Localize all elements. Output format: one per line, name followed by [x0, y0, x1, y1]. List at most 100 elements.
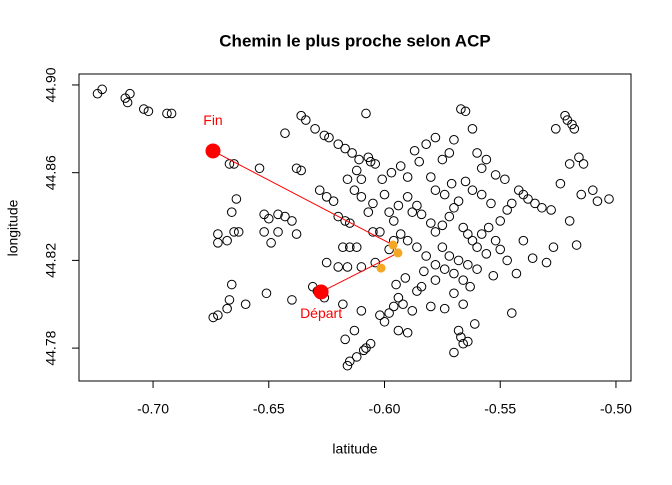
point	[588, 185, 598, 196]
point	[319, 130, 330, 141]
point	[488, 270, 499, 281]
point	[476, 163, 487, 174]
point	[490, 235, 501, 246]
point	[460, 106, 471, 117]
point	[340, 216, 350, 226]
point	[481, 249, 492, 259]
point	[213, 229, 223, 239]
point	[400, 273, 411, 283]
point	[550, 124, 561, 134]
point	[363, 207, 374, 217]
point	[261, 288, 272, 299]
point	[518, 235, 529, 246]
point	[365, 156, 376, 167]
point	[502, 205, 512, 215]
point	[391, 279, 401, 290]
point	[321, 192, 332, 202]
point	[402, 327, 413, 338]
point	[226, 279, 237, 290]
point	[333, 139, 344, 149]
point	[363, 152, 374, 163]
point	[425, 218, 436, 228]
point	[416, 209, 427, 220]
point	[333, 262, 344, 272]
point	[379, 316, 390, 327]
point	[421, 139, 431, 149]
point	[414, 156, 425, 167]
point	[449, 134, 459, 145]
point	[412, 242, 422, 253]
point	[208, 312, 219, 323]
point	[567, 119, 577, 130]
point	[143, 106, 154, 117]
point	[476, 229, 487, 239]
point	[344, 218, 355, 228]
point	[166, 108, 177, 119]
point	[453, 196, 464, 206]
point	[328, 196, 339, 206]
point	[439, 264, 450, 274]
annotation: Fin	[203, 112, 222, 128]
point	[449, 347, 459, 358]
point	[495, 216, 506, 226]
highlight-point	[388, 240, 398, 250]
point	[576, 189, 587, 200]
point	[349, 185, 360, 196]
point	[453, 325, 464, 336]
point	[344, 242, 355, 253]
point	[213, 310, 223, 321]
point	[273, 209, 283, 220]
point	[226, 207, 237, 217]
point	[495, 244, 506, 255]
point	[314, 185, 325, 196]
point	[162, 108, 172, 119]
point	[301, 115, 311, 125]
point	[388, 301, 399, 312]
point	[444, 251, 455, 261]
point	[449, 268, 459, 279]
highlight-point	[205, 143, 221, 159]
point	[467, 185, 478, 196]
x-tick-label: -0.65	[253, 401, 285, 417]
point	[231, 194, 242, 204]
y-tick-label: 44.82	[43, 243, 59, 278]
point	[384, 207, 394, 217]
point	[324, 132, 334, 143]
point	[384, 308, 394, 318]
point	[430, 185, 441, 196]
point	[338, 242, 348, 253]
point	[263, 213, 274, 224]
point	[240, 299, 251, 310]
point	[467, 124, 478, 134]
point	[472, 242, 482, 253]
point	[467, 235, 478, 246]
plot-box	[78, 73, 632, 382]
point	[97, 84, 107, 95]
point	[280, 211, 290, 222]
point	[449, 202, 459, 213]
point	[425, 172, 436, 182]
point	[375, 227, 385, 237]
point	[356, 192, 367, 202]
point	[472, 264, 482, 274]
point	[439, 303, 450, 314]
point	[365, 338, 376, 349]
point	[437, 242, 448, 253]
point	[541, 257, 552, 268]
point	[523, 194, 533, 204]
point	[402, 235, 413, 246]
point	[456, 104, 466, 114]
point	[463, 336, 473, 347]
point	[458, 338, 469, 349]
point	[224, 295, 235, 305]
point	[444, 148, 455, 158]
highlight-point	[313, 284, 329, 300]
point	[571, 240, 582, 250]
point	[379, 189, 390, 200]
point	[483, 222, 494, 233]
point	[409, 145, 420, 156]
point	[291, 229, 302, 239]
point	[446, 178, 457, 189]
point	[437, 154, 448, 165]
